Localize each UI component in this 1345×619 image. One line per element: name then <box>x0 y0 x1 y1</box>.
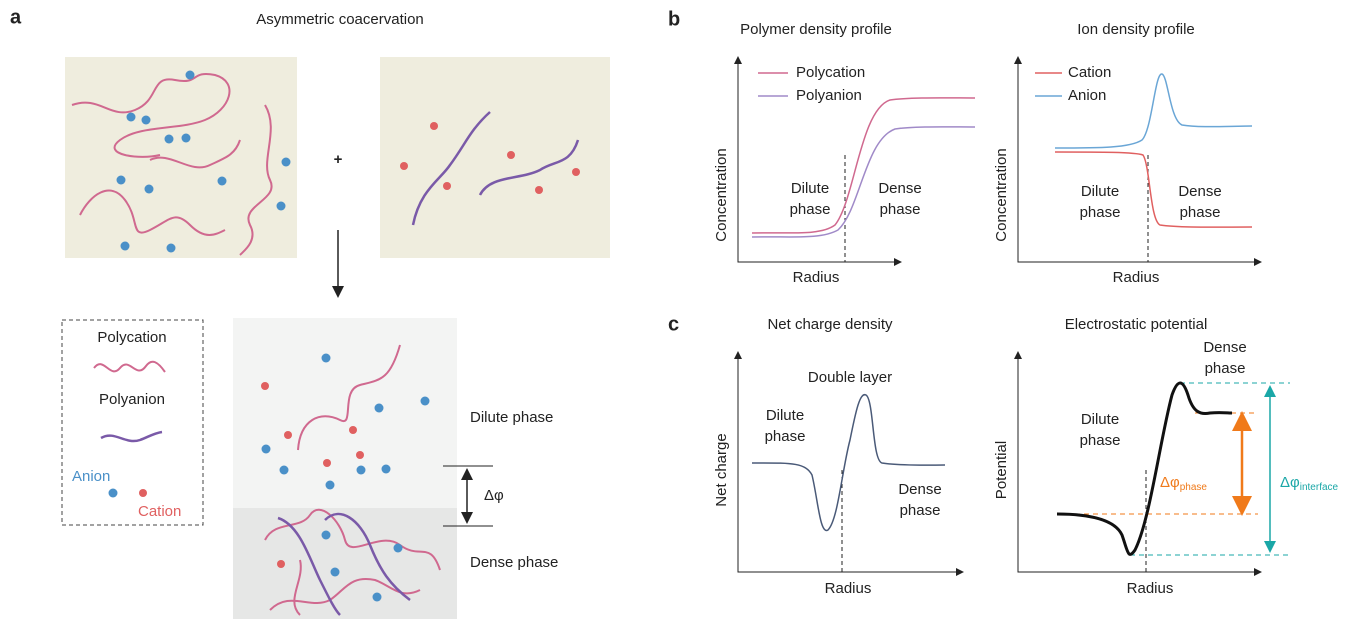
dilute-label: phase <box>765 428 806 445</box>
legend-polyanion: Polyanion <box>99 391 165 408</box>
y-label: Potential <box>993 441 1010 499</box>
dilute-label: Dilute phase <box>470 409 553 426</box>
dilute-label: phase <box>1080 432 1121 449</box>
dilute-label: Dilute <box>791 180 829 197</box>
charge-plot: Net charge density Double layer Net char… <box>713 316 960 597</box>
potential-plot: Electrostatic potential Potential Radius… <box>993 316 1339 597</box>
dense-label: Dense <box>1178 183 1221 200</box>
x-label: Radius <box>1127 580 1174 597</box>
x-label: Radius <box>793 269 840 286</box>
legend-entry: Polyanion <box>796 87 862 104</box>
note: Double layer <box>808 369 892 386</box>
dense-label: Dense phase <box>470 554 558 571</box>
dense-label: phase <box>900 502 941 519</box>
delta-symbol: Δφ <box>1160 474 1180 491</box>
panel-label: c <box>668 313 679 335</box>
dense-label: Dense <box>1203 339 1246 356</box>
dilute-label: Dilute <box>1081 183 1119 200</box>
delta-label: Δφ <box>484 487 504 504</box>
legend-cation: Cation <box>138 503 181 520</box>
panel-label: b <box>668 8 680 30</box>
dense-label: phase <box>880 201 921 218</box>
plus: + <box>334 151 343 168</box>
panel-title: Asymmetric coacervation <box>256 11 424 28</box>
ion-plot: Ion density profile Cation Anion Concent… <box>993 21 1258 286</box>
legend-entry: Cation <box>1068 64 1111 81</box>
delta-sub: interface <box>1300 482 1339 493</box>
y-label: Concentration <box>713 148 730 241</box>
dilute-label: Dilute <box>766 407 804 424</box>
polymer-plot: Polymer density profile Polycation Polya… <box>713 21 975 286</box>
dilute-label: Dilute <box>1081 411 1119 428</box>
x-label: Radius <box>825 580 872 597</box>
dense-label: phase <box>1180 204 1221 221</box>
polyanion-box <box>380 57 610 258</box>
delta-phase: Δφphase <box>1160 474 1207 493</box>
plot-title: Ion density profile <box>1077 21 1195 38</box>
dilute-label: phase <box>1080 204 1121 221</box>
dense-label: Dense <box>878 180 921 197</box>
delta-interface: Δφinterface <box>1280 474 1339 493</box>
y-label: Concentration <box>993 148 1010 241</box>
plot-title: Polymer density profile <box>740 21 892 38</box>
y-label: Net charge <box>713 433 730 506</box>
legend-polycation: Polycation <box>97 329 166 346</box>
legend-anion: Anion <box>72 468 110 485</box>
coacervate <box>233 318 457 619</box>
panel-label: a <box>10 6 22 28</box>
legend: Polycation Polyanion Anion Cation <box>62 320 203 525</box>
legend-entry: Polycation <box>796 64 865 81</box>
legend-entry: Anion <box>1068 87 1106 104</box>
x-label: Radius <box>1113 269 1160 286</box>
plot-title: Net charge density <box>767 316 893 333</box>
dense-label: Dense <box>898 481 941 498</box>
dilute-label: phase <box>790 201 831 218</box>
delta-symbol: Δφ <box>1280 474 1300 491</box>
polycation-box <box>65 57 297 258</box>
delta-sub: phase <box>1180 482 1208 493</box>
dense-label: phase <box>1205 360 1246 377</box>
plot-title: Electrostatic potential <box>1065 316 1208 333</box>
figure: a Asymmetric coacervation + Polycation P… <box>0 0 1345 619</box>
